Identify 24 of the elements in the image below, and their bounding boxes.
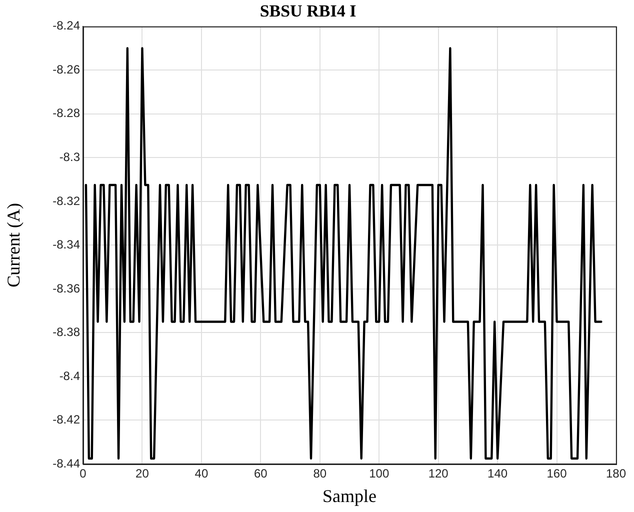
x-tick-label: 60 (254, 466, 268, 481)
y-tick-label: -8.26 (52, 62, 80, 76)
y-tick-label: -8.42 (52, 412, 80, 427)
x-tick-label: 80 (313, 466, 327, 481)
y-tick-label: -8.36 (52, 281, 80, 296)
x-tick-label: 100 (369, 466, 390, 481)
x-tick-label: 180 (606, 466, 626, 481)
y-tick-label: -8.38 (52, 325, 80, 340)
y-tick-label: -8.32 (52, 194, 80, 208)
y-tick-label: -8.3 (59, 150, 80, 164)
y-tick-label: -8.44 (52, 456, 80, 470)
y-tick-label: -8.24 (52, 18, 80, 33)
x-tick-label: 40 (194, 466, 208, 481)
y-axis-title: Current (A) (4, 202, 24, 288)
chart-title: SBSU RBI4 I (260, 2, 357, 21)
y-tick-label: -8.34 (52, 238, 80, 252)
y-tick-label: -8.4 (59, 368, 80, 383)
x-tick-label: 160 (546, 466, 568, 481)
x-tick-label: 0 (80, 466, 87, 481)
y-tick-label: -8.28 (52, 106, 80, 120)
x-tick-label: 140 (488, 466, 508, 481)
x-tick-label: 120 (428, 466, 449, 481)
x-tick-label: 20 (136, 466, 150, 481)
x-axis-title: Sample (322, 486, 376, 506)
